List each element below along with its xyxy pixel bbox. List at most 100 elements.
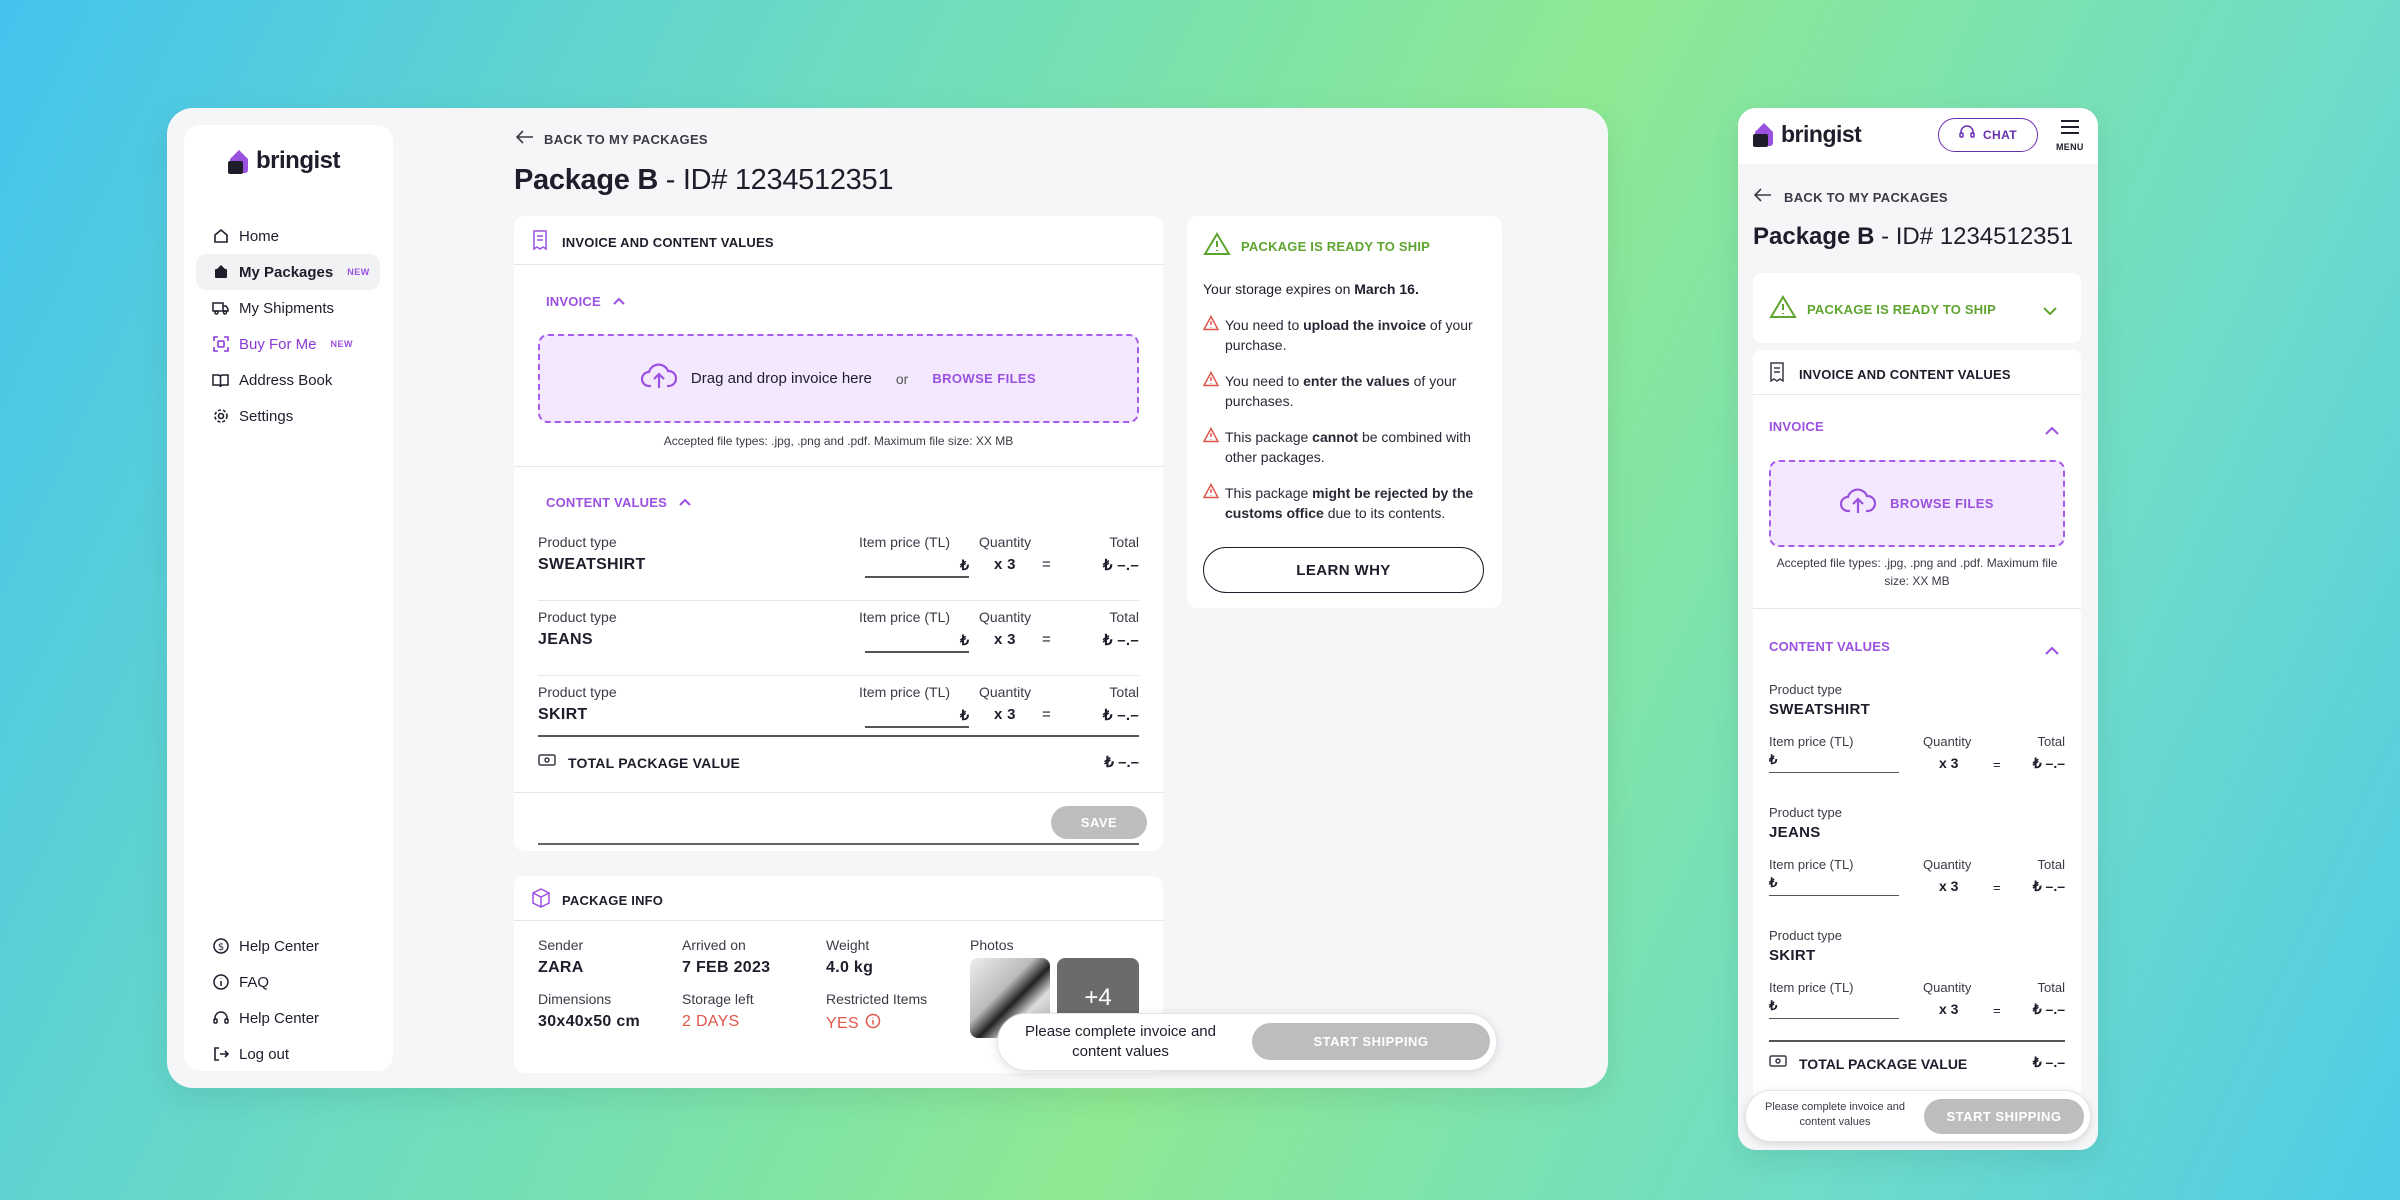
table-row: Product type SWEATSHIRT Item price (TL) … (538, 526, 1139, 601)
content-values-toggle[interactable]: CONTENT VALUES (546, 493, 691, 511)
sidebar-item-faq[interactable]: FAQ (196, 964, 380, 1000)
restricted-items: YES (826, 1013, 881, 1034)
product-type-label: Product type (538, 534, 617, 550)
box-icon (532, 888, 550, 913)
restricted-items-value: YES (826, 1014, 859, 1032)
warning-text: This package (1225, 485, 1313, 501)
alert-icon (1202, 314, 1220, 355)
warning-bold: upload the invoice (1303, 317, 1427, 333)
item-price-input[interactable]: ₺ (1769, 998, 1899, 1019)
brand-logo[interactable]: bringist (1751, 120, 1862, 148)
ready-status-title: PACKAGE IS READY TO SHIP (1241, 239, 1431, 254)
dimensions-value: 30x40x50 cm (538, 1013, 641, 1030)
arrow-left-icon (1753, 188, 1772, 207)
quantity-label: Quantity (1923, 857, 1972, 872)
table-row: Product type JEANS Item price (TL) ₺ Qua… (1769, 795, 2065, 918)
content-values-label[interactable]: CONTENT VALUES (1769, 639, 1891, 654)
chevron-up-icon[interactable] (2045, 422, 2059, 440)
save-button[interactable]: SAVE (1051, 806, 1147, 839)
package-name: Package B (514, 164, 658, 196)
sidebar-item-label: My Shipments (239, 299, 335, 317)
sidebar-item-label: Settings (239, 407, 294, 425)
arrow-left-icon (515, 130, 534, 149)
item-price-input[interactable]: ₺ (865, 629, 969, 653)
weight-label: Weight (826, 937, 870, 953)
sidebar-item-my-packages[interactable]: My Packages NEW (196, 254, 380, 290)
table-row: Product type SKIRT Item price (TL) ₺ Qua… (538, 676, 1139, 751)
package-name: Package B (1753, 223, 1875, 250)
browse-files-button[interactable]: BROWSE FILES (932, 371, 1037, 386)
quantity-label: Quantity (1923, 980, 1972, 995)
total-package-label: TOTAL PACKAGE VALUE (568, 754, 741, 771)
quantity-value: x 3 (1939, 755, 1959, 771)
alert-icon (1202, 370, 1220, 411)
brand-logo[interactable]: bringist (226, 147, 341, 175)
ready-to-ship-collapsed[interactable]: PACKAGE IS READY TO SHIP (1753, 273, 2081, 343)
chat-button[interactable]: CHAT (1938, 118, 2038, 152)
cloud-upload-icon (640, 362, 678, 395)
truck-icon (212, 300, 229, 317)
sidebar-item-address-book[interactable]: Address Book (196, 362, 380, 398)
browse-files-button[interactable]: BROWSE FILES (1890, 496, 1994, 511)
new-badge: NEW (330, 339, 354, 349)
back-link-label: BACK TO MY PACKAGES (1784, 190, 1948, 205)
expiry-date: March 16. (1354, 281, 1419, 297)
item-price-input[interactable]: ₺ (1769, 875, 1899, 896)
chat-label: CHAT (1982, 128, 2018, 142)
quantity-label: Quantity (979, 534, 1032, 550)
sidebar-item-buy-for-me[interactable]: Buy For Me NEW (196, 326, 380, 362)
brand-name: bringist (256, 147, 341, 174)
currency-symbol: ₺ (960, 707, 969, 723)
item-price-input[interactable]: ₺ (1769, 752, 1899, 773)
item-price-input[interactable]: ₺ (865, 704, 969, 728)
product-type-label: Product type (538, 609, 617, 625)
product-type-value: JEANS (538, 631, 593, 648)
start-shipping-button[interactable]: START SHIPPING (1924, 1099, 2084, 1134)
invoice-card-header: INVOICE AND CONTENT VALUES (532, 230, 774, 255)
learn-why-button[interactable]: LEARN WHY (1203, 547, 1484, 593)
photos-label: Photos (970, 937, 1014, 953)
quantity-value: x 3 (994, 706, 1016, 723)
invoice-dropzone[interactable]: Drag and drop invoice here or BROWSE FIL… (538, 334, 1139, 423)
warning-text: You need to (1225, 373, 1304, 389)
total-package-label: TOTAL PACKAGE VALUE (1799, 1055, 1968, 1072)
total-label: Total (1109, 534, 1139, 550)
item-price-input[interactable]: ₺ (865, 554, 969, 578)
menu-button[interactable]: MENU (2056, 120, 2084, 152)
info-icon[interactable] (865, 1013, 881, 1034)
sidebar-item-logout[interactable]: Log out (196, 1036, 380, 1072)
back-link[interactable]: BACK TO MY PACKAGES (515, 130, 708, 149)
alert-icon (1202, 482, 1220, 523)
storage-expiry: Your storage expires on March 16. (1203, 281, 1419, 297)
sidebar-item-settings[interactable]: Settings (196, 398, 380, 434)
table-row: Product type JEANS Item price (TL) ₺ Qua… (538, 601, 1139, 676)
quantity-label: Quantity (979, 609, 1032, 625)
svg-text:$: $ (217, 942, 223, 953)
item-price-label: Item price (TL) (1769, 734, 1854, 749)
invoice-card-header: INVOICE AND CONTENT VALUES (1769, 362, 2011, 387)
hamburger-icon (2060, 120, 2080, 139)
invoice-toggle[interactable]: INVOICE (546, 292, 625, 310)
equals-sign: = (1042, 706, 1051, 723)
invoice-dropzone[interactable]: BROWSE FILES (1769, 460, 2065, 547)
back-link[interactable]: BACK TO MY PACKAGES (1753, 188, 1948, 207)
start-shipping-button[interactable]: START SHIPPING (1252, 1023, 1490, 1060)
mobile-header: bringist CHAT MENU (1738, 108, 2098, 164)
invoice-label[interactable]: INVOICE (1769, 419, 1824, 434)
product-type-label: Product type (1769, 805, 1842, 820)
sidebar-item-my-shipments[interactable]: My Shipments (196, 290, 380, 326)
chevron-up-icon[interactable] (2045, 642, 2059, 660)
package-id: - ID# 1234512351 (658, 164, 894, 196)
warning-text: due to its contents. (1323, 505, 1446, 521)
product-type-value: SKIRT (538, 706, 588, 723)
sidebar-item-home[interactable]: Home (196, 218, 380, 254)
back-link-label: BACK TO MY PACKAGES (544, 132, 708, 147)
cash-icon (538, 753, 556, 772)
total-package-value: ₺ –.– (1104, 754, 1139, 771)
sidebar-item-help-center[interactable]: $ Help Center (196, 928, 380, 964)
chevron-down-icon (2043, 303, 2057, 321)
restricted-items-label: Restricted Items (826, 991, 928, 1007)
cloud-upload-icon (1840, 487, 1877, 520)
expiry-prefix: Your storage expires on (1203, 281, 1355, 297)
sidebar-item-help-center-2[interactable]: Help Center (196, 1000, 380, 1036)
